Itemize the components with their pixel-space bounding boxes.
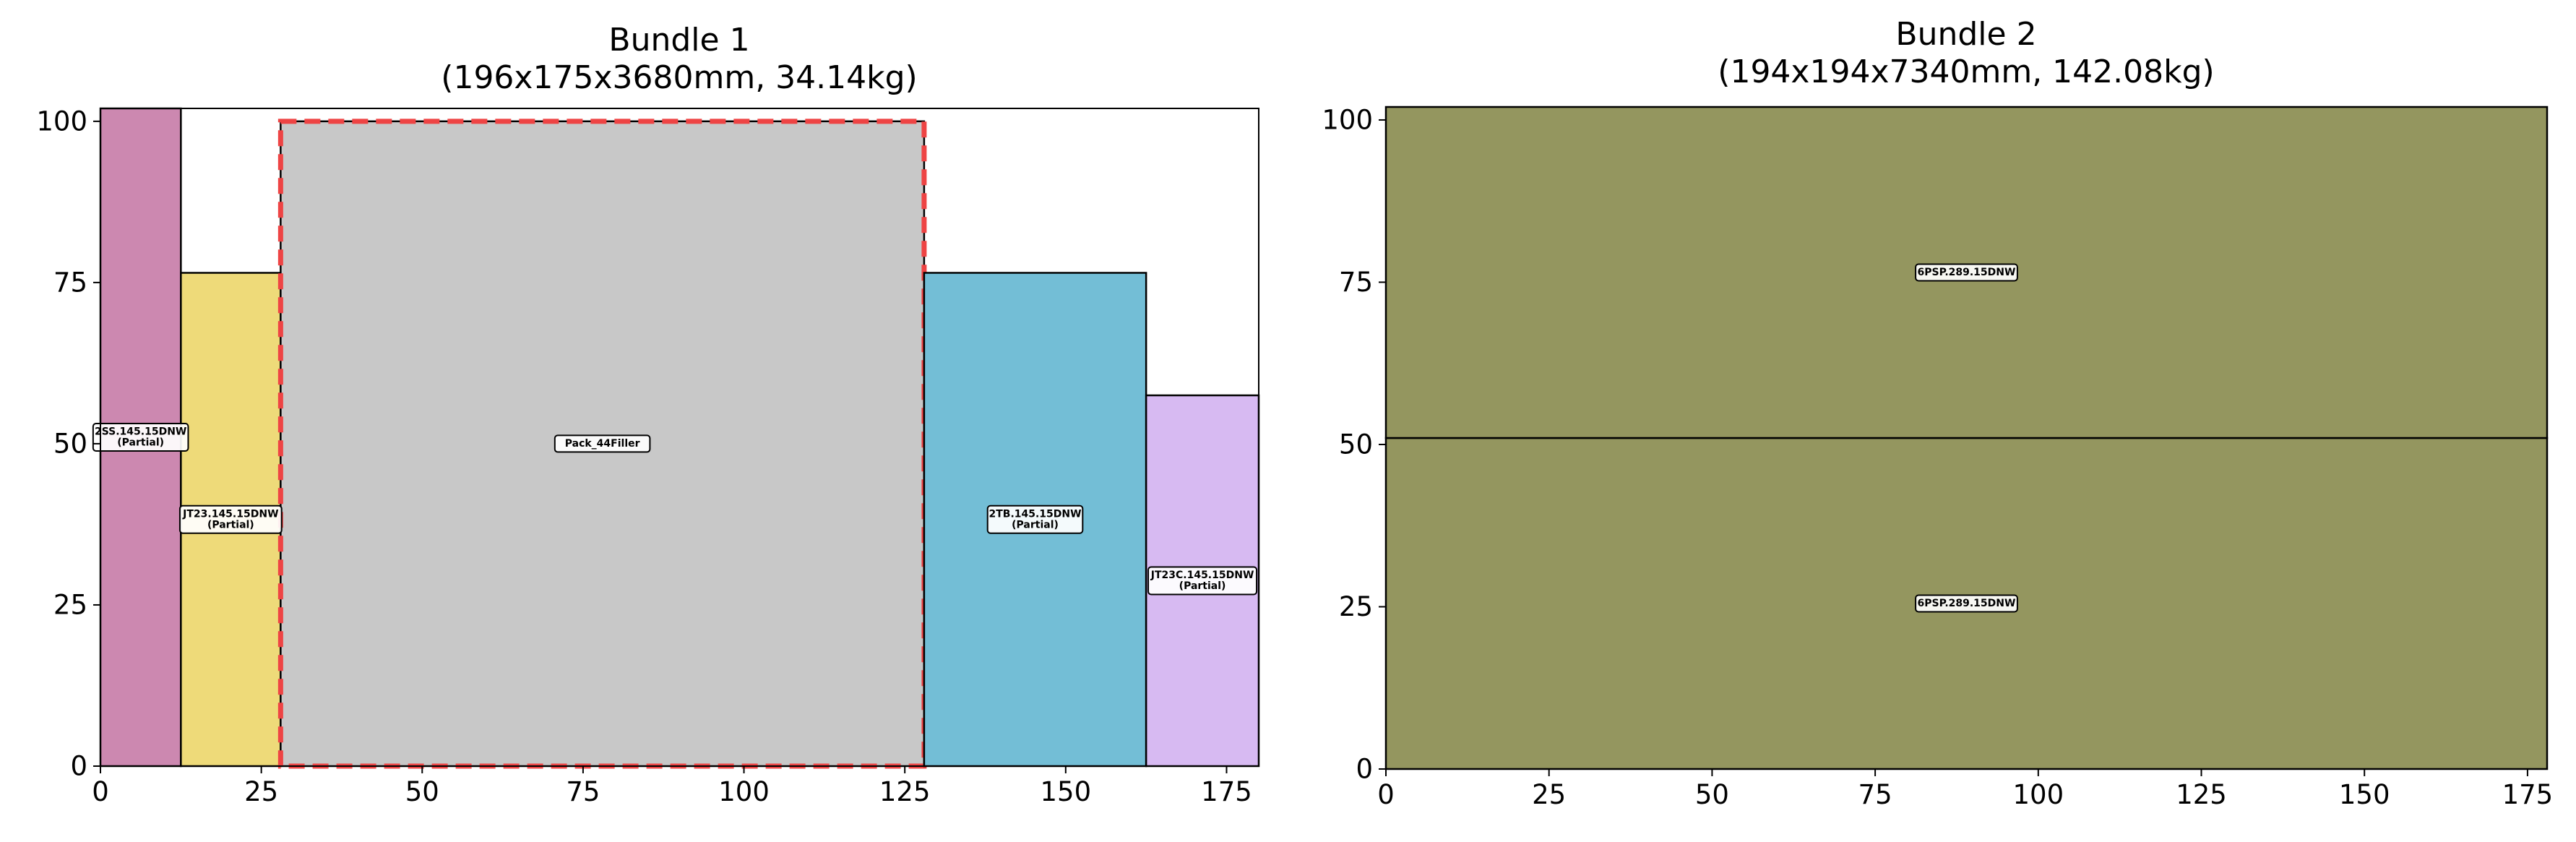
bundle-2-rects: 6PSP.289.15DNW 6PSP.289.15DNW — [1384, 106, 2549, 770]
bundle-2-rect-2-label-text: 6PSP.289.15DNW — [1918, 267, 2016, 278]
bundle-1-xtick-label-0: 0 — [92, 776, 109, 807]
bundle-1-rect-4-label-box — [986, 504, 1084, 534]
bundle-1-rect-1-label-text: 2SS.145.15DNW — [95, 426, 186, 438]
bundle-1-rect-2-label-box — [178, 504, 283, 534]
bundle-2-ytick-label-25: 25 — [1339, 591, 1373, 622]
bundle-1-rect-5-label: JT23C.145.15DNW(Partial) — [1147, 566, 1258, 596]
bundle-1-xtick-label-25: 25 — [244, 776, 278, 807]
bundle-1-panel: Bundle 1 (196x175x3680mm, 34.14kg) 2SS.1… — [36, 22, 1260, 807]
bundle-2-rect-1-label: 6PSP.289.15DNW — [1915, 594, 2018, 613]
bundle-1-rect-5-label-subtext: (Partial) — [1179, 580, 1226, 592]
bundle-1-rect-4-label-subtext: (Partial) — [1012, 519, 1059, 530]
bundle-1-rect-3-label: Pack_44Filler — [553, 434, 651, 453]
bundle-1-xtick-label-50: 50 — [405, 776, 439, 807]
bundle-1-ytick-label-25: 25 — [53, 589, 87, 620]
bundle-2-xtick-label-125: 125 — [2176, 779, 2227, 810]
bundle-1-rects: 2SS.145.15DNW(Partial)JT23.145.15DNW(Par… — [92, 107, 1260, 769]
bundle-1-rect-3-label-box — [553, 434, 651, 453]
bundle-1-rect-1-label-box — [92, 423, 189, 452]
bundle-1-plot-frame — [100, 108, 1259, 767]
bundle-2-xtick-label-150: 150 — [2339, 779, 2390, 810]
bundle-1-ytick-label-50: 50 — [53, 428, 87, 459]
bundle-2-xtick-label-0: 0 — [1377, 779, 1395, 810]
bundle-2-xtick-label-50: 50 — [1695, 779, 1729, 810]
bundle-2-xtick-label-100: 100 — [2012, 779, 2064, 810]
bundle-2-ytick-label-75: 75 — [1339, 267, 1373, 298]
bundle-1-rect-5-label-text: JT23C.145.15DNW — [1150, 570, 1254, 581]
bundle-1-ytick-label-0: 0 — [70, 751, 87, 782]
bundle-1-rect-1-label-subtext: (Partial) — [117, 437, 164, 449]
bundle-1-xtick-label-175: 175 — [1201, 776, 1252, 807]
bundle-1-xtick-label-75: 75 — [566, 776, 600, 807]
bundle-2-panel: Bundle 2 (194x194x7340mm, 142.08kg) 6PSP… — [1322, 16, 2553, 810]
bundle-1-rect-2-label: JT23.145.15DNW(Partial) — [178, 504, 283, 534]
bundle-1-rect-5-label-box — [1147, 566, 1258, 596]
bundle-2-rect-2-label: 6PSP.289.15DNW — [1915, 263, 2018, 282]
bundle-1-rect-4-label: 2TB.145.15DNW(Partial) — [986, 504, 1084, 534]
bundle-1-rect-3-label-text: Pack_44Filler — [565, 438, 640, 450]
bundle-2-subtitle: (194x194x7340mm, 142.08kg) — [1718, 53, 2214, 90]
bundle-1-rect-4-label-text: 2TB.145.15DNW — [988, 508, 1081, 520]
bundle-1-rect-2-label-subtext: (Partial) — [207, 519, 254, 530]
bundle-2-rect-2-label-box — [1915, 263, 2018, 282]
bundle-2-ytick-label-50: 50 — [1339, 429, 1373, 460]
bundle-2-xtick-label-75: 75 — [1858, 779, 1892, 810]
bundle-1-xtick-label-150: 150 — [1041, 776, 1092, 807]
bundle-2-axis-ticks: 0 25 50 75 100 125 150 175 0 25 50 75 100 — [1322, 104, 2553, 810]
bundle-1-rect-1-label: 2SS.145.15DNW(Partial) — [92, 423, 189, 452]
bundle-2-plot-frame — [1385, 106, 2548, 770]
bundle-1-xtick-label-100: 100 — [718, 776, 770, 807]
bundle-1-title: Bundle 1 — [608, 22, 749, 59]
bundle-2-rect-1-label-box — [1915, 594, 2018, 613]
bundle-1-ytick-label-75: 75 — [53, 267, 87, 298]
bundle-1-ytick-label-100: 100 — [36, 106, 87, 137]
bundle-2-rect-1-label-text: 6PSP.289.15DNW — [1918, 598, 2016, 609]
bundle-2-ytick-label-0: 0 — [1356, 754, 1373, 785]
bundle-1-xtick-label-125: 125 — [879, 776, 931, 807]
bundle-2-ytick-label-100: 100 — [1322, 104, 1373, 135]
bundle-2-xtick-label-25: 25 — [1532, 779, 1566, 810]
bundle-2-xtick-label-175: 175 — [2502, 779, 2554, 810]
bundle-2-title: Bundle 2 — [1895, 16, 2036, 53]
bundle-1-rect-2-label-text: JT23.145.15DNW — [182, 508, 278, 520]
bundle-1-axis-ticks: 0 25 50 75 100 125 150 175 0 25 50 75 100 — [36, 106, 1252, 807]
bundle-1-subtitle: (196x175x3680mm, 34.14kg) — [441, 59, 917, 96]
